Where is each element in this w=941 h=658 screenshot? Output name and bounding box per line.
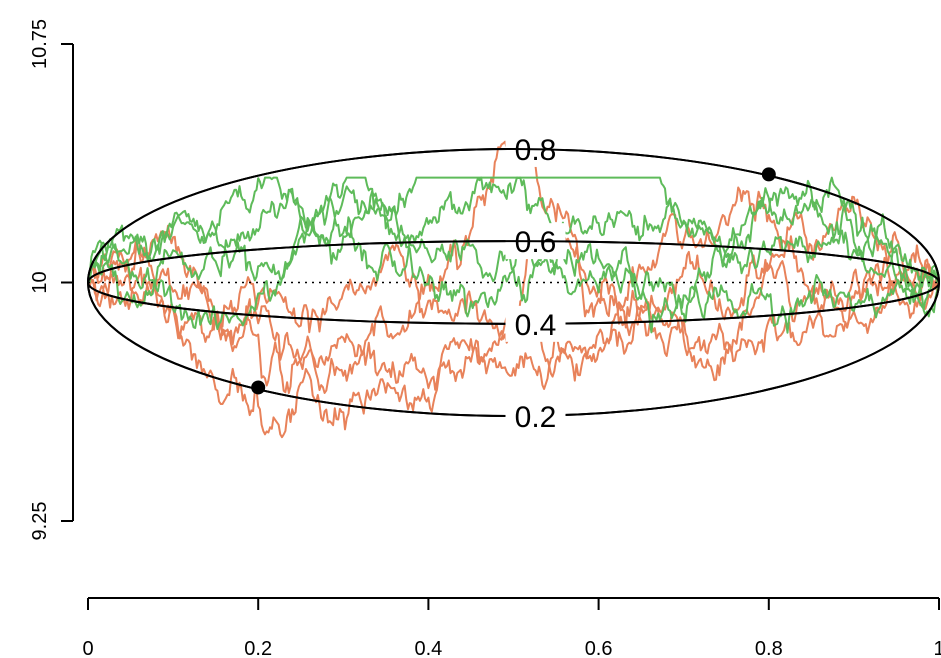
random-paths xyxy=(87,140,940,439)
x-tick-label-0: 0 xyxy=(82,638,93,658)
x-tick-label-1: 0.2 xyxy=(244,638,272,658)
path-1-1 xyxy=(87,176,940,303)
contour-label-0: 0.8 xyxy=(515,134,557,167)
y-tick-label-2: 10.75 xyxy=(29,19,51,69)
y-tick-label-1: 10 xyxy=(29,271,51,293)
x-tick-label-2: 0.4 xyxy=(414,638,442,658)
contour-label-1: 0.6 xyxy=(515,226,557,259)
contour-label-3: 0.2 xyxy=(515,401,557,434)
contour-label-2: 0.4 xyxy=(515,309,557,342)
contour-label-gap-3 xyxy=(505,398,566,435)
contour-label-gap-2 xyxy=(505,305,566,342)
path-1-3 xyxy=(87,176,940,310)
path-1-0 xyxy=(87,188,940,334)
ellipse-contours: 0.8 0.6 0.4 0.2 xyxy=(87,130,940,435)
axes: 9.25 10 10.75 0 0.2 0.4 0.6 0.8 1 xyxy=(29,19,941,658)
marked-point-0 xyxy=(251,380,266,395)
marked-point-1 xyxy=(761,167,776,182)
x-tick-label-5: 1 xyxy=(933,638,941,658)
x-tick-label-3: 0.6 xyxy=(585,638,613,658)
marked-points xyxy=(251,167,776,395)
y-tick-label-0: 9.25 xyxy=(29,502,51,541)
x-tick-label-4: 0.8 xyxy=(755,638,783,658)
path-1-2 xyxy=(87,185,940,331)
path-0-2 xyxy=(87,235,940,439)
